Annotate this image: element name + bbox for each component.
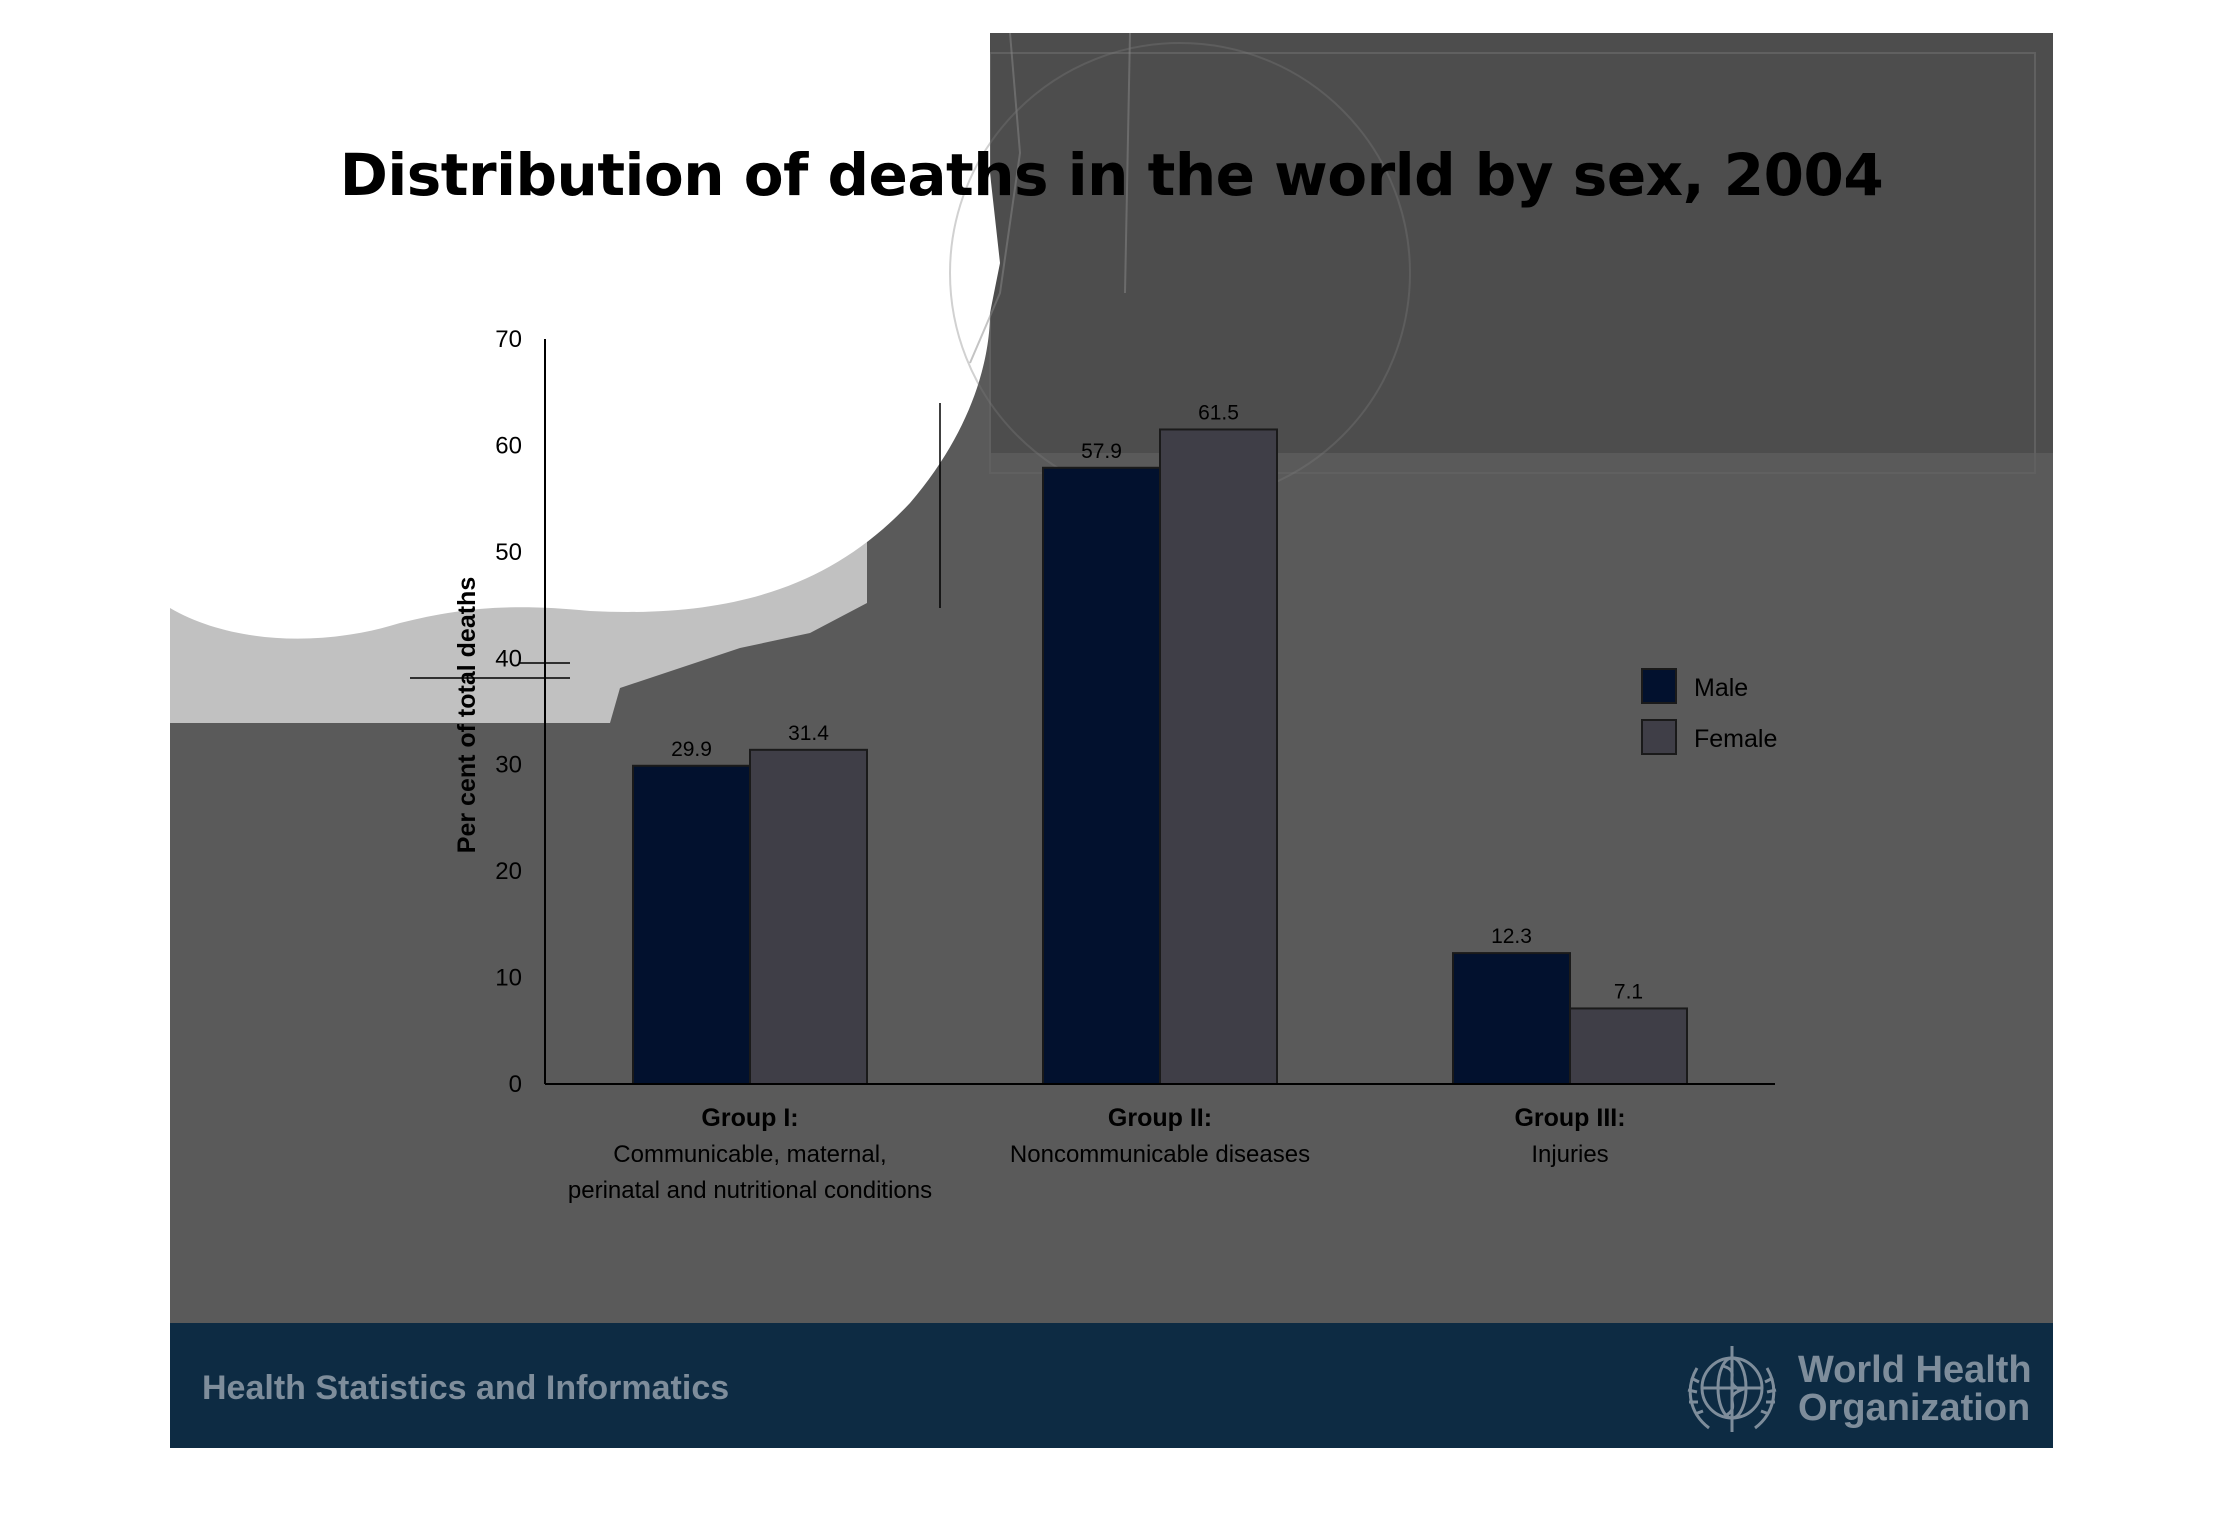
category-description: Communicable, maternal, (613, 1141, 886, 1168)
category-title: Group III: (1514, 1104, 1625, 1132)
footer-text: Health Statistics and Informatics (202, 1369, 730, 1407)
y-tick-label: 10 (495, 965, 522, 992)
bar-male (632, 764, 751, 1085)
y-tick-label: 60 (495, 432, 522, 459)
background-map-graphic (170, 33, 2053, 723)
category-description: Noncommunicable diseases (1010, 1141, 1310, 1168)
bar-male (1452, 952, 1571, 1085)
y-tick-label: 0 (509, 1071, 522, 1098)
bar-value-label: 61.5 (1198, 401, 1239, 424)
legend-swatch-female (1641, 719, 1677, 755)
y-tick-label: 70 (495, 326, 522, 353)
bar-female (749, 748, 868, 1085)
bar-value-label: 12.3 (1491, 925, 1532, 948)
y-tick-label: 50 (495, 539, 522, 566)
organization-name: World Health Organization (1798, 1351, 2032, 1427)
bar-female (1159, 428, 1278, 1085)
y-tick-label: 20 (495, 858, 522, 885)
slide-title: Distribution of deaths in the world by s… (339, 141, 1884, 209)
legend-label-female: Female (1694, 725, 1777, 753)
y-tick-label: 40 (495, 645, 522, 672)
legend: Male Female (1641, 668, 1777, 755)
footer-band: Health Statistics and Informatics World … (170, 1323, 2053, 1448)
organization-name-line2: Organization (1798, 1387, 2031, 1429)
category-labels: Group I: Communicable, maternal, perinatal… (568, 1104, 1626, 1204)
bar-value-label: 7.1 (1614, 980, 1643, 1003)
y-axis-ticks: 0 10 20 30 40 50 60 70 (495, 326, 522, 1098)
legend-label-male: Male (1694, 674, 1748, 702)
y-tick-label: 30 (495, 752, 522, 779)
category-title: Group II: (1108, 1104, 1212, 1132)
y-axis-label: Per cent of total deaths (453, 577, 481, 853)
legend-swatch-male (1641, 668, 1677, 704)
bar-male (1042, 466, 1161, 1085)
who-emblem-icon (1687, 1346, 1777, 1432)
bars (632, 428, 1688, 1086)
category-description: Injuries (1531, 1141, 1608, 1168)
category-title: Group I: (701, 1104, 798, 1132)
slide: Distribution of deaths in the world by s… (170, 33, 2053, 1448)
bar-value-label: 31.4 (788, 722, 829, 745)
bar-female (1569, 1007, 1688, 1086)
bar-value-labels: 29.9 57.9 12.3 31.4 61.5 7.1 (671, 401, 1643, 1003)
organization-name-line1: World Health (1798, 1349, 2032, 1391)
bar-value-label: 29.9 (671, 738, 712, 761)
bar-value-label: 57.9 (1081, 440, 1122, 463)
category-description: perinatal and nutritional conditions (568, 1177, 932, 1204)
